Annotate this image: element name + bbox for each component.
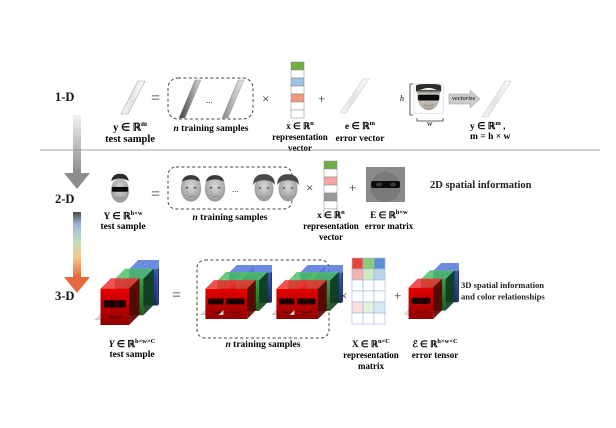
svg-text:3D spatial information: 3D spatial information — [461, 280, 544, 290]
svg-text:+: + — [394, 288, 401, 303]
svg-text:and color relationships: and color relationships — [461, 292, 545, 302]
svg-text:×: × — [340, 288, 347, 303]
svg-text:=: = — [172, 287, 181, 304]
